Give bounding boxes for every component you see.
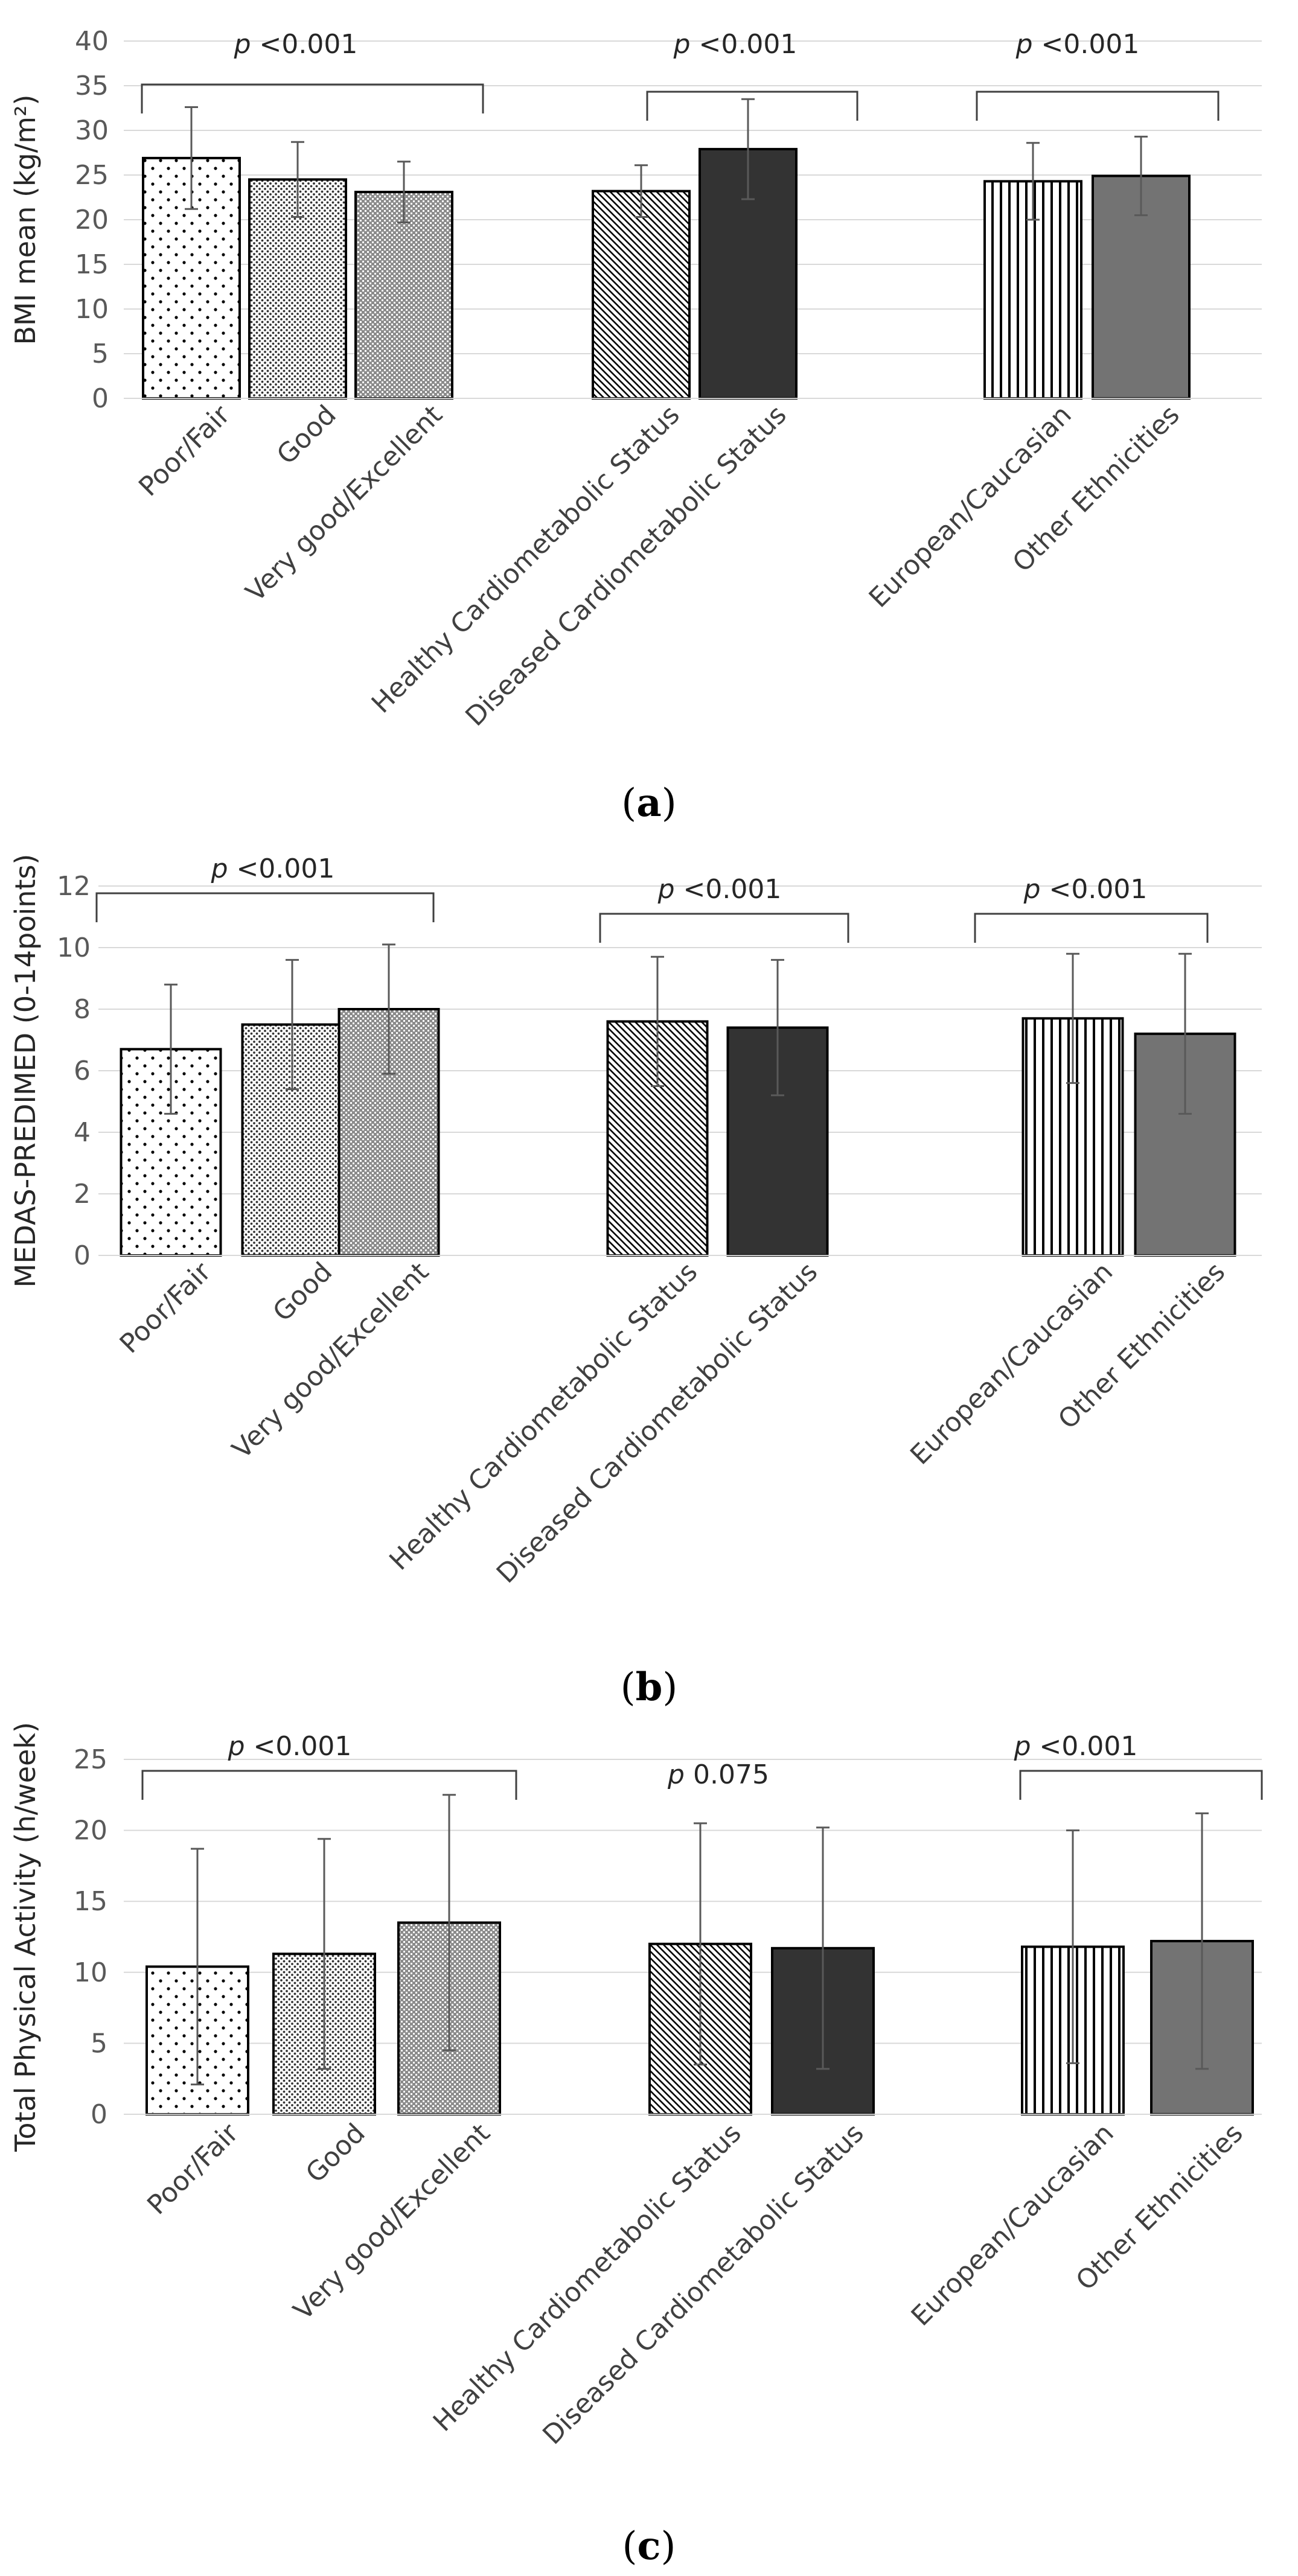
p-value-label: p <0.001 xyxy=(1023,874,1148,905)
p-value-label: p <0.001 xyxy=(673,29,798,60)
category-label: Poor/Fair xyxy=(133,399,236,502)
error-bar xyxy=(397,161,411,223)
error-bar xyxy=(291,141,304,218)
y-axis-title: MEDAS-PREDIMED (0-14points) xyxy=(9,854,42,1288)
error-bar xyxy=(1066,952,1079,1084)
category-label: European/Caucasian xyxy=(863,400,1078,614)
y-tick-label: 8 xyxy=(74,994,91,1025)
error-bar xyxy=(771,958,784,1097)
p-value-label: p <0.001 xyxy=(228,1731,352,1762)
y-tick-label: 10 xyxy=(74,1957,107,1988)
error-bar xyxy=(318,1838,331,2070)
category-label: Poor/Fair xyxy=(114,1256,217,1359)
p-value-label: p 0.075 xyxy=(667,1759,769,1790)
category-label: Good xyxy=(300,2118,371,2189)
bar xyxy=(592,190,691,400)
significance-bracket xyxy=(974,913,1209,943)
panel-label: (b) xyxy=(621,1665,678,1710)
error-bar xyxy=(286,958,299,1091)
y-tick-label: 0 xyxy=(91,2099,107,2130)
error-bar xyxy=(1066,1829,1079,2064)
y-tick-label: 2 xyxy=(74,1179,91,1210)
y-tick-label: 25 xyxy=(74,1744,107,1775)
y-tick-label: 15 xyxy=(75,249,109,280)
y-tick-label: 25 xyxy=(75,160,109,191)
y-tick-label: 10 xyxy=(75,294,109,325)
panel-label: (c) xyxy=(622,2523,676,2569)
significance-bracket xyxy=(141,1770,517,1800)
p-value-label: p <0.001 xyxy=(1014,1731,1138,1762)
y-tick-label: 5 xyxy=(91,2028,107,2059)
category-label: Very good/Excellent xyxy=(226,1257,435,1465)
y-tick-label: 40 xyxy=(75,26,109,57)
y-axis-title: Total Physical Activity (h/week) xyxy=(9,1722,42,2152)
y-tick-label: 0 xyxy=(74,1240,91,1271)
p-value-label: p <0.001 xyxy=(211,853,335,884)
panel-label: (a) xyxy=(621,780,676,826)
p-value-label: p <0.001 xyxy=(1015,29,1140,60)
error-bar xyxy=(635,164,648,218)
error-bar xyxy=(651,955,664,1087)
y-tick-label: 30 xyxy=(75,115,109,146)
significance-bracket xyxy=(976,91,1220,121)
category-label: Poor/Fair xyxy=(141,2117,245,2221)
y-tick-label: 15 xyxy=(74,1886,107,1917)
chart-a: 0 5 10 15 20 25 30 35 40 BMI mean (kg/m²) Poor/Fai… xyxy=(9,26,1262,826)
error-bar xyxy=(382,943,395,1075)
p-value-label: p <0.001 xyxy=(657,874,782,905)
y-tick-label: 10 xyxy=(57,933,91,963)
error-bar xyxy=(443,1794,456,2052)
category-label: European/Caucasian xyxy=(904,1257,1119,1471)
p-value-label: p <0.001 xyxy=(234,29,358,60)
y-tick-label: 20 xyxy=(74,1816,107,1846)
error-bar xyxy=(185,106,198,210)
significance-bracket xyxy=(141,83,484,113)
error-bar xyxy=(1195,1812,1209,2070)
chart-c: 0 5 10 15 20 25 Total Physical Activity (h/wee… xyxy=(9,1722,1263,2569)
category-label: Good xyxy=(267,1257,338,1328)
y-tick-label: 6 xyxy=(74,1056,91,1086)
category-label: European/Caucasian xyxy=(906,2118,1120,2332)
error-bar xyxy=(191,1848,204,2086)
bar xyxy=(354,191,453,400)
error-bar xyxy=(164,983,177,1115)
significance-bracket xyxy=(646,91,858,121)
y-tick-label: 20 xyxy=(75,205,109,235)
error-bar xyxy=(694,1822,707,2066)
error-bar xyxy=(816,1826,830,2070)
error-bar xyxy=(1026,142,1040,221)
chart-b: 0 2 4 6 8 10 12 MEDAS-PREDIMED (0-14points) Poor… xyxy=(9,853,1262,1710)
y-tick-label: 5 xyxy=(92,339,109,369)
y-axis-title: BMI mean (kg/m²) xyxy=(9,95,42,345)
y-tick-label: 35 xyxy=(75,71,109,101)
y-tick-label: 4 xyxy=(74,1117,91,1148)
category-label: Very good/Excellent xyxy=(240,400,448,608)
category-label: Good xyxy=(271,400,342,471)
error-bar xyxy=(1134,135,1148,217)
y-tick-label: 12 xyxy=(57,871,91,902)
error-bar xyxy=(1178,952,1192,1115)
error-bar xyxy=(741,98,755,200)
significance-bracket xyxy=(95,892,435,922)
significance-bracket xyxy=(1019,1770,1263,1800)
y-tick-label: 0 xyxy=(92,383,109,414)
significance-bracket xyxy=(599,913,849,943)
